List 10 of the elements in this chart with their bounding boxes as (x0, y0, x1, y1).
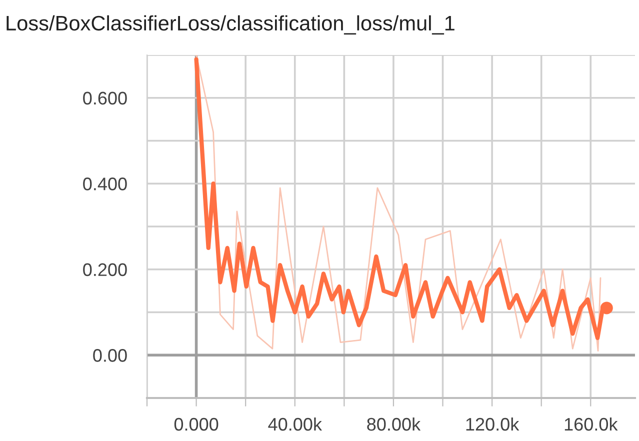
y-tick-label: 0.00 (93, 349, 127, 362)
x-tick-label: 160.0k (564, 417, 618, 431)
x-tick-label: 40.00k (268, 417, 322, 431)
x-tick-label: 0.000 (174, 418, 218, 431)
chart-title: Loss/BoxClassifierLoss/classification_loss/mul_1 (6, 15, 454, 35)
x-tick-label: 80.00k (367, 417, 421, 431)
y-tick-label: 0.600 (83, 92, 127, 105)
x-tick-label: 120.0k (466, 417, 520, 431)
y-tick-label: 0.200 (83, 263, 127, 276)
y-tick-label: 0.400 (83, 178, 127, 190)
